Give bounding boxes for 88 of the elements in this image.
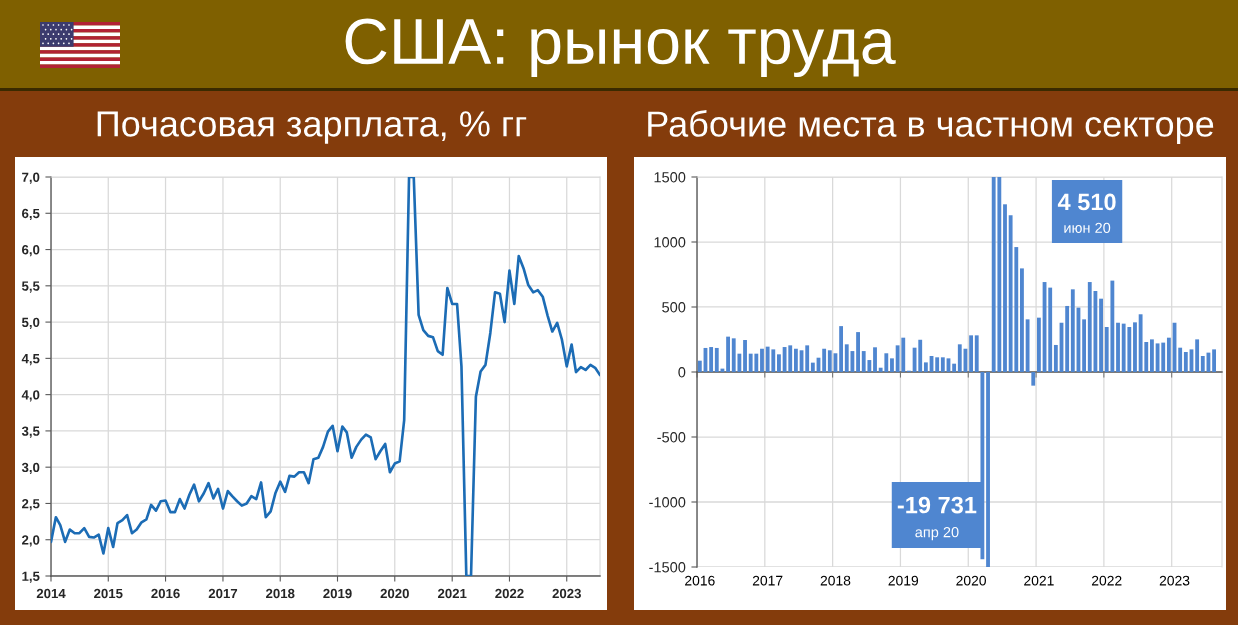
x-tick-label: 2017 [752,575,783,586]
bar [810,362,815,372]
y-tick-label: 5,0 [21,317,40,329]
y-tick-label: 6,5 [22,208,40,221]
bar [827,350,832,372]
bar [777,354,781,372]
bar [1020,268,1024,372]
bar [714,347,719,372]
y-tick-label: -500 [657,432,686,443]
x-tick-label: 2023 [1159,575,1190,586]
bar [743,340,747,372]
bar [969,335,974,372]
bar [1161,342,1166,372]
x-tick-label: 2021 [1024,575,1054,586]
bar [1150,339,1154,372]
bar [890,358,894,372]
y-tick-label: 2,5 [22,499,40,511]
x-tick-label: 2021 [437,588,467,599]
bar [1099,298,1103,372]
x-tick-label: 2014 [36,588,66,599]
chart-subtitle: Почасовая зарплата, % гг [97,111,527,144]
bar [1070,289,1075,372]
bar [1036,317,1041,372]
x-tick-label: 2015 [94,588,123,599]
bar [957,344,962,372]
x-tick-label: 2023 [552,588,581,599]
y-tick-label: -1500 [649,562,686,573]
bar [1003,204,1007,372]
x-tick-label: 2020 [956,575,986,586]
x-tick-label: 2019 [888,575,919,586]
annotation: -19 731 апр 20 [897,496,977,541]
bar [1178,347,1183,372]
bar [935,357,940,372]
bar [1133,322,1137,372]
y-tick-label: 3,5 [21,426,40,438]
bar [918,339,923,372]
x-tick-label: 2019 [323,588,352,599]
bar [1053,344,1058,372]
bar [1116,322,1120,372]
x-tick-label: 2022 [1091,575,1122,586]
y-tick-label: 7,0 [22,172,40,184]
y-tick-label: 1000 [654,237,686,248]
y-tick-label: 2,0 [22,535,40,547]
bar [709,347,714,372]
annotation: 4 510 июн 20 [1057,193,1116,234]
y-tick-label: 5,5 [21,281,40,293]
y-tick-label: 4,0 [21,390,40,402]
bar [1031,372,1036,386]
bar [940,357,945,372]
bar [1082,319,1087,372]
y-tick-label: 0 [678,367,686,378]
bar [697,360,702,372]
bar [1065,305,1070,372]
x-tick-label: 2020 [380,588,409,599]
y-tick-label: 4,5 [21,354,40,366]
bar [974,335,979,372]
y-tick-label: 500 [662,302,686,313]
bar [1166,337,1171,372]
bar [822,348,827,372]
chart-title: США: рынок труда [345,18,896,78]
x-tick-label: 2017 [208,588,238,599]
bar [760,348,764,372]
bar [856,332,860,372]
y-tick-label: 3,0 [21,462,40,475]
bar [1183,351,1188,372]
bar [952,363,957,372]
x-tick-label: 2018 [820,575,851,586]
bar [726,336,730,372]
x-tick-label: 2018 [266,588,295,599]
x-tick-label: 2016 [151,588,180,599]
bar [805,345,810,372]
x-tick-label: 2016 [685,575,715,586]
x-tick-label: 2022 [495,588,524,599]
bar [1212,349,1217,372]
y-tick-label: -1000 [649,497,686,508]
bar [1048,287,1053,372]
chart-subtitle: Рабочие места в частном секторе [648,110,1214,144]
bar [1200,356,1205,372]
bar [873,347,877,372]
bar [986,372,990,567]
bar [1195,339,1200,372]
bar [923,362,928,372]
y-tick-label: 1500 [654,172,686,183]
bar [793,348,798,372]
bar [839,326,844,372]
bar [1025,319,1030,372]
y-tick-label: 6,0 [22,245,40,257]
y-tick-label: 1,5 [22,571,40,583]
